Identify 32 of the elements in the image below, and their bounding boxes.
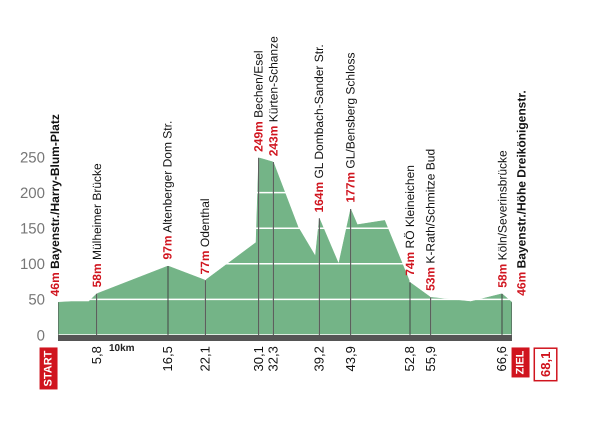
y-tick-label: 250 bbox=[20, 149, 45, 166]
x-tick-label: 66,6 bbox=[494, 346, 510, 372]
x-tick-label: 43,9 bbox=[342, 346, 358, 372]
y-tick-label: 100 bbox=[20, 256, 45, 274]
y-tick-label: 50 bbox=[28, 292, 45, 309]
annotation: 243m Kürten-Schanze bbox=[266, 36, 280, 156]
x-tick-label: 52,8 bbox=[402, 346, 418, 372]
annotation: 249m Bechen/Esel bbox=[251, 50, 266, 152]
text: ZIEL bbox=[514, 350, 527, 374]
y-tick-label: 150 bbox=[20, 220, 45, 238]
x-tick-label: 39,2 bbox=[312, 346, 327, 372]
annotation: 74m RÖ Kleineichen bbox=[403, 165, 418, 276]
y-tick-label: 200 bbox=[20, 184, 45, 202]
x-tick-label: 55,9 bbox=[422, 346, 438, 372]
annotation: 177m GL/Bensberg Schloss bbox=[344, 52, 358, 203]
y-tick-label: 0 bbox=[36, 327, 45, 344]
annotation: 164m GL Dombach-Sander Str. bbox=[312, 44, 326, 213]
x-tick-label: 22,1 bbox=[198, 346, 213, 372]
annotation: 46m Bayenstr./Höhe Dreikönigenstr. bbox=[514, 90, 528, 296]
annotation: 58m Mülheimer Brücke bbox=[90, 162, 104, 288]
x-tick-label: 16,5 bbox=[160, 346, 176, 372]
annotation: 58m Köln/Severinsbrücke bbox=[495, 150, 510, 288]
annotation: 77m Odenthal bbox=[198, 198, 212, 275]
text: START bbox=[42, 350, 55, 386]
x-tick-label: 30,1 bbox=[250, 346, 266, 372]
annotation: 97m Altenberger Dom Str. bbox=[160, 120, 175, 260]
annotation: 53m K-Rath/Schmitze Bud bbox=[423, 148, 438, 291]
text: 10km bbox=[109, 343, 135, 354]
annotation: 46m Bayenstr./Harry-Blum-Platz bbox=[48, 114, 62, 296]
x-tick-label: 32,3 bbox=[266, 346, 281, 372]
x-tick-label: 5,8 bbox=[88, 346, 104, 364]
text: 68,1 bbox=[538, 352, 554, 377]
